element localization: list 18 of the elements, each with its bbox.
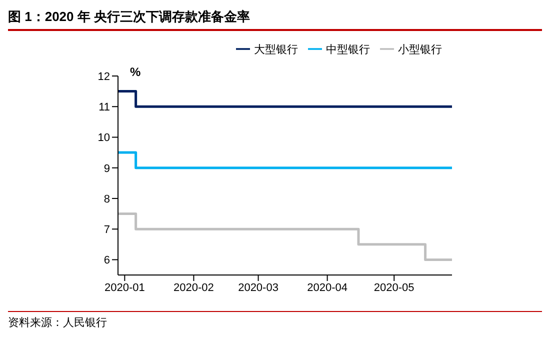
legend-label: 小型银行 <box>398 44 442 56</box>
text: 资料来源：人民银行 <box>8 316 108 330</box>
y-tick-label: 12 <box>98 70 110 83</box>
x-tick-label: 2020-04 <box>307 282 348 294</box>
y-tick-label: 11 <box>98 102 110 114</box>
y-tick-label: 10 <box>98 132 110 144</box>
x-tick-label: 2020-03 <box>238 282 278 294</box>
y-tick-label: 8 <box>104 193 110 206</box>
x-tick-label: 2020-05 <box>374 282 414 294</box>
legend-label: 中型银行 <box>326 44 370 56</box>
y-tick-label: 6 <box>104 254 110 267</box>
y-tick-label: 7 <box>104 224 110 236</box>
x-tick-label: 2020-02 <box>174 282 214 294</box>
y-tick-label: 9 <box>104 162 110 175</box>
legend-label: 大型银行 <box>254 44 298 56</box>
x-tick-label: 2020-01 <box>104 282 145 294</box>
y-axis-title: % <box>130 65 141 79</box>
chart-title: 图 1：2020 年 央行三次下调存款准备金率 <box>8 8 542 31</box>
